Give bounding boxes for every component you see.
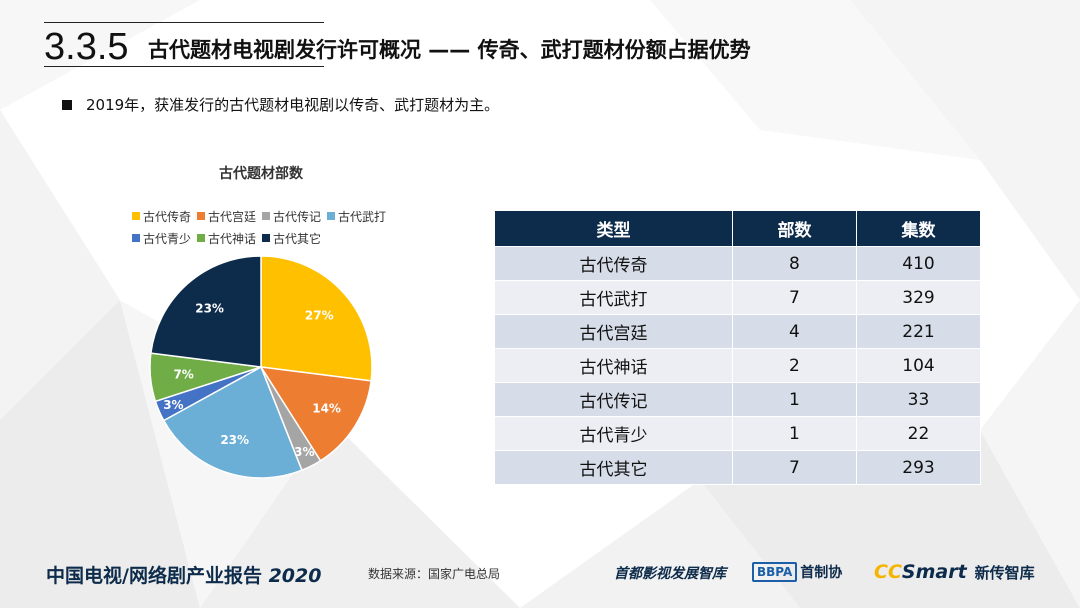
ccsmart-cc: CC xyxy=(874,561,902,583)
legend-swatch xyxy=(132,212,140,220)
legend-swatch xyxy=(197,212,206,220)
legend-row-2: 古代青少 古代神话 古代其它 xyxy=(132,227,432,249)
legend-item: 古代其它 xyxy=(262,230,321,247)
legend-item: 古代传奇 xyxy=(132,208,191,225)
pie-data-label: 27% xyxy=(305,309,334,323)
header-type: 类型 xyxy=(494,210,733,247)
table-row: 古代武打 7 329 xyxy=(494,280,982,315)
cell-count: 2 xyxy=(731,348,857,383)
legend-row-1: 古代传奇 古代宫廷 古代传记 古代武打 xyxy=(132,205,432,227)
legend-label: 古代传奇 xyxy=(143,209,192,224)
bbpa-logo: BBPA 首制协 xyxy=(752,562,842,582)
legend-label: 古代传记 xyxy=(273,209,322,224)
bbpa-badge: BBPA xyxy=(752,562,798,582)
legend-swatch xyxy=(262,212,271,220)
legend-swatch xyxy=(132,234,140,242)
table-row: 古代青少 1 22 xyxy=(494,416,982,451)
chart-title: 古代题材部数 xyxy=(219,166,303,182)
cell-count: 8 xyxy=(731,246,857,281)
chart-legend: 古代传奇 古代宫廷 古代传记 古代武打 古代青少 古代神话 古代其它 xyxy=(132,205,432,249)
ccsmart-smart: Smart xyxy=(901,561,967,583)
data-source: 数据来源：国家广电总局 xyxy=(368,567,501,581)
legend-swatch xyxy=(327,212,336,220)
report-title: 中国电视/网络剧产业报告 2020 xyxy=(46,561,321,588)
cell-type: 古代传记 xyxy=(494,382,733,417)
table-row: 古代传奇 8 410 xyxy=(494,246,982,281)
cell-episodes: 104 xyxy=(855,348,982,383)
cell-type: 古代神话 xyxy=(494,348,733,383)
capital-film-think-tank-logo: 首都影视发展智库 xyxy=(614,566,726,582)
header-count: 部数 xyxy=(731,210,857,247)
legend-label: 古代神话 xyxy=(208,231,257,246)
cell-type: 古代青少 xyxy=(494,416,733,451)
cell-type: 古代武打 xyxy=(494,280,733,315)
legend-swatch xyxy=(262,234,271,242)
cell-type: 古代其它 xyxy=(494,450,733,485)
cell-type: 古代传奇 xyxy=(494,246,733,281)
bbpa-logo-text: 首制协 xyxy=(800,565,843,581)
table-row: 古代宫廷 4 221 xyxy=(494,314,982,349)
report-year: 2020 xyxy=(268,565,322,587)
cell-count: 4 xyxy=(731,314,857,349)
legend-item: 古代宫廷 xyxy=(197,208,256,225)
pie-slice xyxy=(259,366,372,462)
cell-count: 1 xyxy=(731,416,857,451)
legend-label: 古代宫廷 xyxy=(208,209,257,224)
cell-type: 古代宫廷 xyxy=(494,314,733,349)
cell-count: 7 xyxy=(731,280,857,315)
page-title: 古代题材电视剧发行许可概况 —— 传奇、武打题材份额占据优势 xyxy=(148,38,751,62)
legend-item: 古代传记 xyxy=(262,208,321,225)
legend-item: 古代武打 xyxy=(327,208,386,225)
legend-label: 古代其它 xyxy=(273,231,322,246)
pie-data-label: 23% xyxy=(195,302,224,316)
table-row: 古代其它 7 293 xyxy=(494,450,982,485)
header-episodes: 集数 xyxy=(855,210,982,247)
pie-data-label: 7% xyxy=(173,367,193,381)
pie-data-label: 14% xyxy=(312,402,341,416)
ccsmart-logo-text: 新传智库 xyxy=(974,563,1035,582)
report-title-text: 中国电视/网络剧产业报告 xyxy=(46,565,262,587)
legend-item: 古代青少 xyxy=(132,230,191,247)
legend-swatch xyxy=(197,234,206,242)
data-table: 类型 部数 集数 古代传奇 8 410 古代武打 7 329 古代宫廷 4 221 古代神话… xyxy=(494,210,982,485)
pie-slice xyxy=(150,255,262,368)
cell-count: 7 xyxy=(731,450,857,485)
bullet-text: 2019年，获准发行的古代题材电视剧以传奇、武打题材为主。 xyxy=(86,96,500,114)
title-under-rule xyxy=(44,66,324,67)
pie-chart: 27% 14% 3% 23% 3% 7% 23% xyxy=(149,255,373,479)
cell-episodes: 221 xyxy=(855,314,982,349)
cell-episodes: 410 xyxy=(855,246,982,281)
cell-episodes: 33 xyxy=(855,382,982,417)
pie-data-label: 3% xyxy=(163,398,183,412)
table-row: 古代传记 1 33 xyxy=(494,382,982,417)
cell-count: 1 xyxy=(731,382,857,417)
cell-episodes: 22 xyxy=(855,416,982,451)
ccsmart-logo: CC Smart 新传智库 xyxy=(874,561,1035,583)
pie-slice xyxy=(162,365,303,479)
table-row: 古代神话 2 104 xyxy=(494,348,982,383)
cell-episodes: 293 xyxy=(855,450,982,485)
legend-label: 古代青少 xyxy=(143,231,192,246)
legend-item: 古代神话 xyxy=(197,230,256,247)
legend-label: 古代武打 xyxy=(338,209,387,224)
pie-data-label: 3% xyxy=(294,445,314,459)
bullet-point: 2019年，获准发行的古代题材电视剧以传奇、武打题材为主。 xyxy=(62,94,499,115)
section-number: 3.3.5 xyxy=(44,26,129,68)
table-header-row: 类型 部数 集数 xyxy=(494,210,982,247)
title-top-rule xyxy=(44,22,324,23)
square-bullet-icon xyxy=(62,99,72,110)
pie-slice xyxy=(260,255,373,382)
cell-episodes: 329 xyxy=(855,280,982,315)
pie-data-label: 23% xyxy=(220,433,249,447)
